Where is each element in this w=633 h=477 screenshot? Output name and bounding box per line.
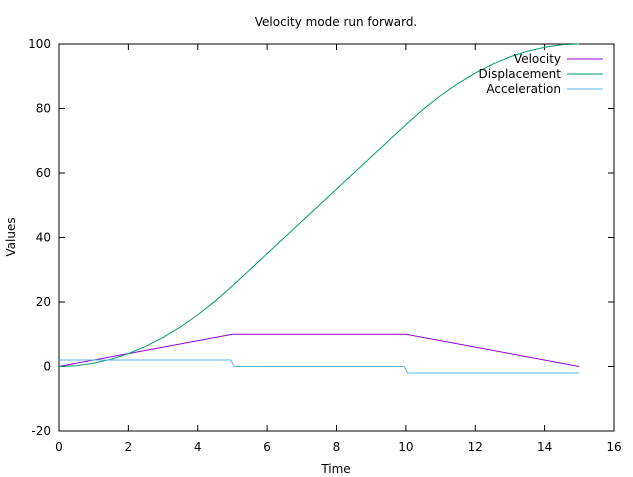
x-tick-label: 2 bbox=[125, 440, 133, 454]
x-tick-label: 0 bbox=[55, 440, 63, 454]
y-tick-label: 0 bbox=[43, 360, 51, 374]
series-line-acceleration bbox=[59, 359, 580, 374]
y-tick-label: -20 bbox=[31, 424, 51, 438]
y-tick-label: 80 bbox=[36, 102, 51, 116]
legend-label-velocity: Velocity bbox=[514, 52, 561, 66]
y-axis-label: Values bbox=[4, 217, 18, 256]
legend-label-acceleration: Acceleration bbox=[486, 82, 561, 96]
y-tick-label: 60 bbox=[36, 166, 51, 180]
x-axis-label: Time bbox=[320, 462, 350, 476]
y-tick-label: 100 bbox=[28, 37, 51, 51]
x-tick-label: 4 bbox=[194, 440, 202, 454]
x-tick-label: 6 bbox=[263, 440, 271, 454]
x-tick-label: 10 bbox=[398, 440, 413, 454]
series-layer bbox=[58, 43, 580, 374]
x-tick-label: 12 bbox=[468, 440, 483, 454]
y-tick-label: 40 bbox=[36, 231, 51, 245]
x-tick-label: 14 bbox=[537, 440, 552, 454]
legend-label-displacement: Displacement bbox=[479, 67, 562, 81]
x-tick-label: 16 bbox=[606, 440, 621, 454]
axis-ticks: 0 2 4 6 8 10 12 14 16 -20 0 20 40 60 80 100 bbox=[28, 37, 622, 454]
y-tick-label: 20 bbox=[36, 295, 51, 309]
series-line-velocity bbox=[58, 333, 580, 367]
series-line-displacement bbox=[58, 43, 580, 367]
chart-title: Velocity mode run forward. bbox=[255, 15, 418, 29]
x-tick-label: 8 bbox=[333, 440, 341, 454]
